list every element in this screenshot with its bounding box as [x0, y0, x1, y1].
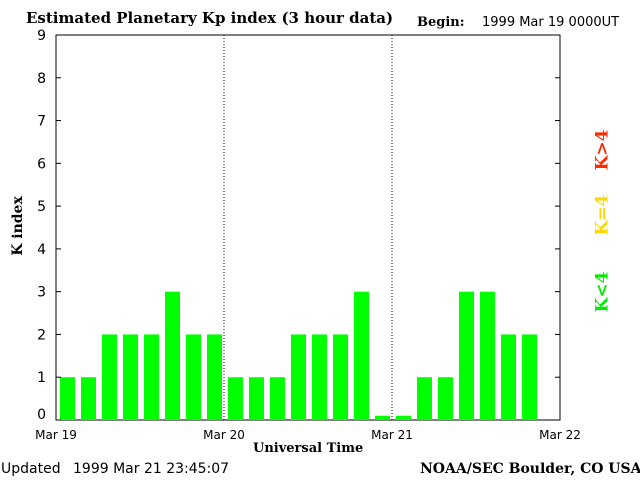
y-axis-ticks: 0 1 2 3 4 5 6 7 8 9: [37, 28, 560, 423]
footer-credit: NOAA/SEC Boulder, CO USA: [420, 461, 640, 477]
updated-value: 1999 Mar 21 23:45:07: [73, 461, 230, 477]
y-tick-label: 0: [37, 407, 46, 423]
y-tick-label: 4: [37, 242, 46, 258]
chart-title: Estimated Planetary Kp index (3 hour dat…: [26, 9, 394, 27]
y-tick-label: 6: [37, 156, 46, 172]
kp-bar: [333, 334, 348, 420]
plot-frame: [55, 34, 561, 421]
kp-bar: [249, 377, 264, 420]
kp-bar: [186, 334, 201, 420]
begin-value: 1999 Mar 19 0000UT: [482, 15, 620, 30]
kp-bar: [438, 377, 453, 420]
kp-bar: [459, 291, 474, 420]
kp-bar: [165, 291, 180, 420]
x-tick-label: Mar 22: [539, 428, 581, 442]
kp-bar: [375, 415, 390, 420]
kp-bar: [207, 334, 222, 420]
y-axis-label: K index: [9, 196, 26, 256]
kp-bar: [291, 334, 306, 420]
legend-k-lt-4: K<4: [592, 271, 613, 313]
kp-bar: [522, 334, 537, 420]
x-axis-ticks: Mar 19 Mar 20 Mar 21 Mar 22: [35, 428, 581, 442]
y-tick-label: 9: [37, 28, 46, 44]
y-tick-label: 1: [37, 370, 46, 386]
kp-bar: [312, 334, 327, 420]
x-tick-label: Mar 20: [203, 428, 245, 442]
bars-group: [60, 291, 537, 420]
kp-bar: [144, 334, 159, 420]
kp-bar: [81, 377, 96, 420]
kp-bar: [123, 334, 138, 420]
legend-k-gt-4: K>4: [592, 129, 613, 171]
kp-bar: [60, 377, 75, 420]
kp-bar: [417, 377, 432, 420]
legend-k-eq-4: K=4: [592, 194, 613, 236]
y-tick-label: 3: [37, 285, 46, 301]
kp-bar: [228, 377, 243, 420]
kp-bar: [480, 291, 495, 420]
kp-bar: [102, 334, 117, 420]
kp-bar: [501, 334, 516, 420]
x-tick-label: Mar 21: [371, 428, 413, 442]
y-tick-label: 2: [37, 327, 46, 343]
y-tick-label: 5: [37, 199, 46, 215]
kp-bar: [270, 377, 285, 420]
updated-label: Updated: [1, 461, 61, 477]
y-tick-label: 8: [37, 71, 46, 87]
begin-label: Begin:: [417, 15, 465, 30]
y-tick-label: 7: [37, 114, 46, 130]
x-axis-label: Universal Time: [253, 441, 364, 456]
kp-bar: [396, 415, 411, 420]
kp-bar: [354, 291, 369, 420]
x-tick-label: Mar 19: [35, 428, 77, 442]
